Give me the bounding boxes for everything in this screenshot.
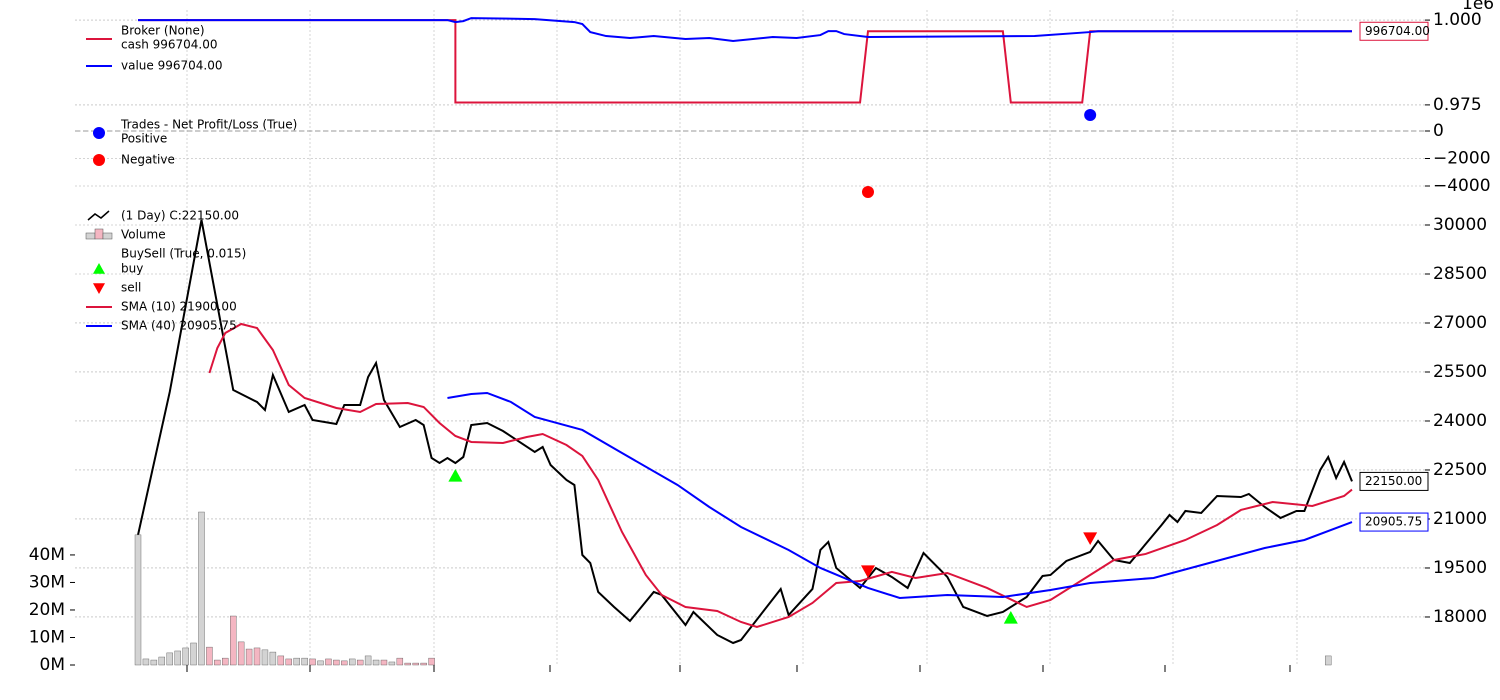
volume-bar (206, 646, 213, 666)
legend-label: (1 Day) C:22150.00 (121, 209, 239, 223)
volume-bar (412, 662, 419, 666)
y2-tick-label: 0M (40, 655, 65, 675)
line-series (138, 19, 1352, 104)
legend-icon (93, 127, 105, 139)
line-series (447, 391, 1353, 599)
y-tick-label: 27000 (1433, 313, 1487, 333)
value-tag-box (1359, 512, 1429, 532)
volume-bar (396, 657, 404, 666)
y-tick-label: 21000 (1433, 509, 1487, 529)
trade-marker (448, 468, 463, 482)
volume-bar (380, 659, 388, 666)
volume-bar (372, 659, 380, 666)
volume-bar (166, 652, 173, 666)
legend-label: buy (121, 262, 143, 276)
legend-label: Volume (121, 228, 166, 242)
legend-icon (93, 263, 105, 274)
trade-marker (1003, 610, 1018, 624)
volume-bar (253, 647, 261, 666)
volume-bar (245, 648, 253, 666)
volume-bar (222, 657, 229, 666)
legend-title: Broker (None) (121, 24, 205, 38)
legend-label: value 996704.00 (121, 59, 222, 73)
y-tick-label: 1.000 (1433, 10, 1482, 30)
volume-bar (309, 658, 316, 666)
y-tick-label: 0.975 (1433, 95, 1482, 115)
volume-bar (301, 657, 308, 666)
volume-bar (158, 656, 166, 666)
legend-icon (87, 210, 110, 221)
y-tick-label: −4000 (1433, 176, 1491, 196)
value-tag: 996704.00 (1365, 24, 1430, 38)
volume-bar (261, 649, 269, 666)
y-tick-label: 25500 (1433, 362, 1487, 382)
volume-bar (420, 662, 427, 666)
volume-bar (428, 657, 435, 666)
scatter-point (861, 185, 874, 198)
line-series (138, 17, 1352, 43)
volume-bar (364, 655, 372, 666)
volume-bar (404, 662, 411, 666)
y-tick-label: 0 (1433, 121, 1444, 141)
volume-bar (1324, 655, 1332, 666)
y-tick-label: 22500 (1433, 460, 1487, 480)
trade-marker (1083, 532, 1098, 545)
volume-bar (214, 659, 221, 666)
y2-tick-label: 10M (29, 627, 65, 647)
legend-icon (94, 228, 104, 240)
volume-bar (269, 651, 277, 666)
volume-bar (277, 655, 285, 666)
volume-bar (388, 661, 396, 666)
volume-bar (230, 615, 237, 666)
legend-icon (85, 232, 96, 240)
value-tag-box (1359, 21, 1429, 41)
y-tick-label: −2000 (1433, 149, 1491, 169)
volume-bar (182, 647, 189, 666)
volume-bar (237, 641, 245, 666)
volume-bar (333, 659, 340, 666)
line-series (208, 322, 1353, 629)
legend-label: Negative (121, 153, 175, 167)
volume-bar (293, 657, 300, 666)
legend-label: sell (121, 281, 141, 295)
legend-icon (102, 232, 113, 240)
volume-bar (142, 658, 150, 666)
volume-bar (134, 534, 142, 666)
volume-bar (341, 660, 348, 666)
y2-tick-label: 20M (29, 600, 65, 620)
volume-bar (325, 658, 332, 666)
legend-title: Trades - Net Profit/Loss (True) (120, 118, 297, 132)
value-tag: 22150.00 (1365, 474, 1422, 488)
volume-bar (317, 660, 324, 666)
value-tag-box (1359, 471, 1429, 491)
trade-marker (860, 565, 875, 578)
offset-label: 1e6 (1462, 0, 1494, 14)
y-tick-label: 19500 (1433, 558, 1487, 578)
volume-bar (356, 659, 364, 666)
y2-tick-label: 40M (29, 545, 65, 565)
legend-label: Positive (121, 132, 167, 146)
legend-icon (93, 283, 105, 294)
value-tag: 20905.75 (1365, 515, 1422, 529)
legend-icon (93, 154, 105, 166)
volume-bar (190, 642, 197, 666)
y2-tick-label: 30M (29, 572, 65, 592)
y-tick-label: 30000 (1433, 215, 1487, 235)
line-series (137, 219, 1353, 645)
volume-bar (150, 659, 158, 666)
volume-bar (198, 511, 205, 666)
scatter-point (1084, 108, 1097, 121)
y-tick-label: 18000 (1433, 607, 1487, 627)
legend-group: BuySell (True, 0.015) (121, 247, 246, 261)
legend-label: SMA (40) 20905.75 (121, 319, 237, 333)
legend-label: SMA (10) 21900.00 (121, 300, 237, 314)
legend-label: cash 996704.00 (121, 38, 218, 52)
volume-bar (174, 650, 181, 666)
volume-bar (285, 658, 292, 666)
y-tick-label: 28500 (1433, 264, 1487, 284)
volume-bar (349, 658, 356, 666)
y-tick-label: 24000 (1433, 411, 1487, 431)
